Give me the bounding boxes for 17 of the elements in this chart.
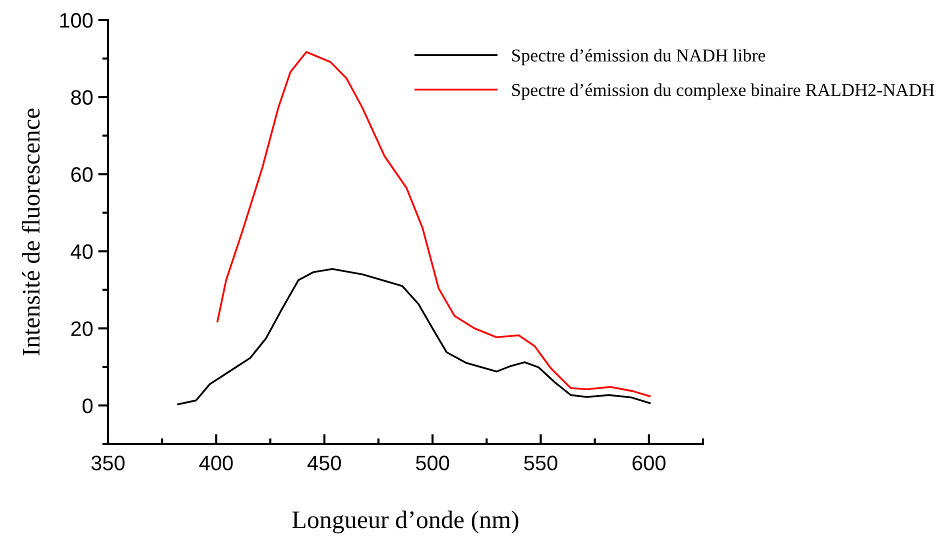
x-axis-title: Longueur d’onde (nm)	[292, 510, 518, 534]
x-tick-label: 500	[416, 456, 450, 470]
y-tick-label: 40	[70, 244, 93, 260]
y-tick-label: 60	[71, 167, 93, 182]
x-tick-label: 350	[91, 456, 125, 470]
x-tick-label: 400	[199, 456, 233, 470]
x-tick-label: 450	[307, 456, 341, 470]
legend-label: Spectre d’émission du NADH libre	[512, 48, 766, 66]
x-tick-label: 550	[524, 456, 558, 470]
y-tick-label: 100	[60, 13, 93, 28]
x-tick-label: 600	[632, 456, 666, 470]
y-tick-label: 0	[82, 398, 93, 414]
y-tick-label: 20	[71, 321, 93, 336]
y-axis-title: Intensité de fluorescence	[22, 108, 40, 356]
y-tick-label: 80	[71, 90, 93, 105]
line-series	[177, 268, 651, 406]
legend-label: Spectre d’émission du complexe binaire RALDH2-NADH	[512, 83, 934, 100]
